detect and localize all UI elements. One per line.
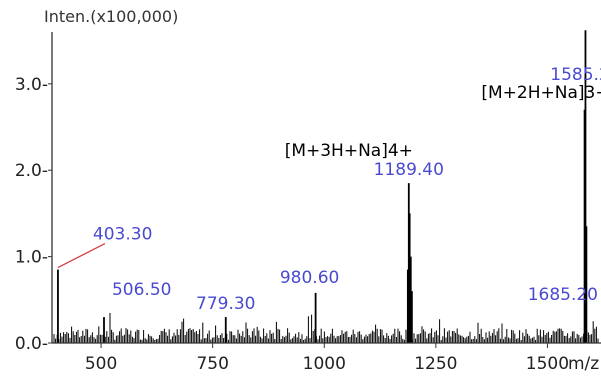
- y-tick-label: 0.0-: [15, 334, 48, 354]
- peak-label: 980.60: [280, 268, 339, 288]
- peak-label: 403.30: [93, 225, 152, 245]
- y-tick-label: 3.0-: [15, 75, 48, 95]
- peak-labels: 403.30 506.50 779.30 980.60 1189.40 1585.20 16…: [57, 65, 601, 314]
- peak-label: 1685.20: [528, 285, 598, 305]
- spectrum-noise: [53, 313, 599, 343]
- y-axis-label: Inten.(x100,000): [44, 7, 178, 26]
- x-tick-label: 500: [85, 354, 117, 374]
- peak-label: 779.30: [196, 294, 255, 314]
- annotations: [M+3H+Na]4+ [M+2H+Na]3+: [285, 83, 601, 161]
- peak-label: 506.50: [112, 280, 171, 300]
- peak-label: 1189.40: [374, 160, 444, 180]
- leader-line: [57, 242, 106, 269]
- ion-annotation: [M+3H+Na]4+: [285, 141, 413, 161]
- noise-trace: [53, 313, 599, 343]
- ion-annotation: [M+2H+Na]3+: [481, 83, 601, 103]
- x-tick-label: 1250: [414, 354, 457, 374]
- y-tick-label: 2.0-: [15, 161, 48, 181]
- x-tick-label: 1500: [526, 354, 569, 374]
- peak-label: 1585.20: [550, 65, 601, 85]
- x-ticks: 500 750 1000 1250 1500: [85, 343, 569, 374]
- x-tick-label: 750: [196, 354, 228, 374]
- spectrum-peaks: [57, 30, 588, 343]
- x-tick-label: 1000: [303, 354, 346, 374]
- y-tick-label: 1.0-: [15, 248, 48, 268]
- x-axis-label: m/z: [568, 354, 599, 374]
- y-ticks: 0.0- 1.0- 2.0- 3.0-: [15, 75, 52, 354]
